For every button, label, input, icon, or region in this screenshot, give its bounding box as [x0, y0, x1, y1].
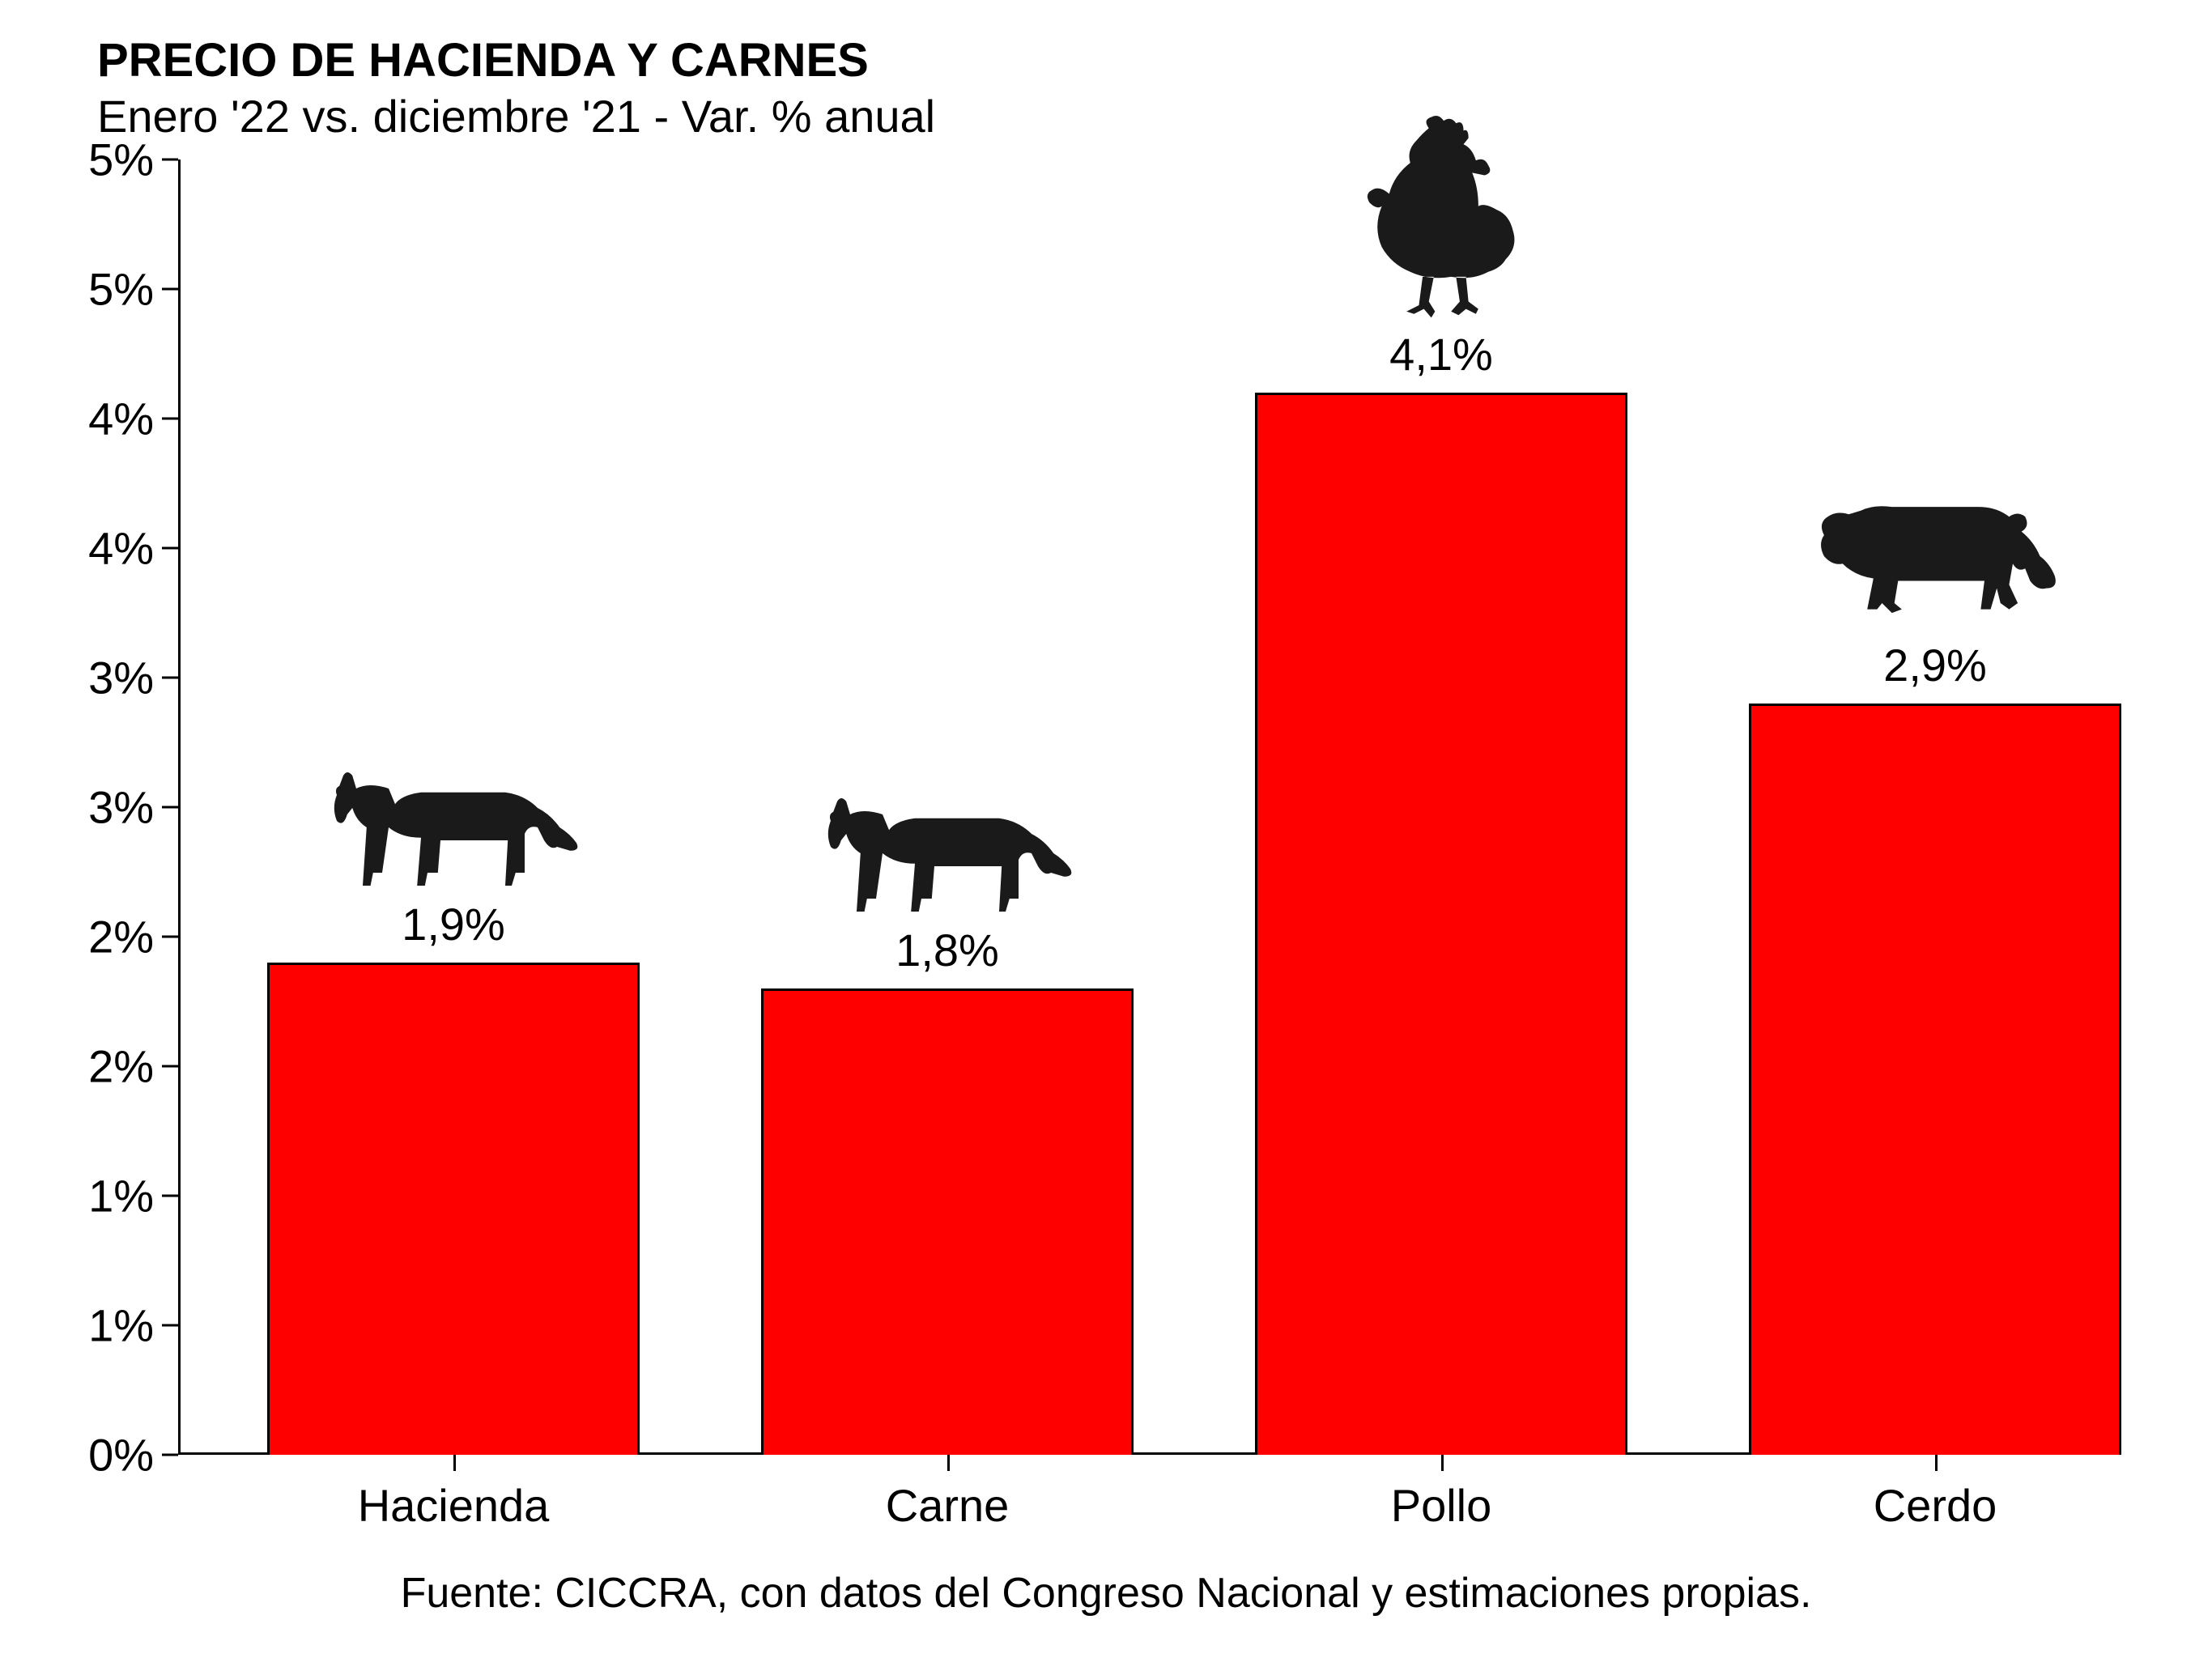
y-tick: 5% [49, 262, 170, 315]
x-tick-mark [1935, 1455, 1938, 1471]
y-tick-mark [162, 1065, 178, 1067]
pig-icon [1749, 473, 2121, 635]
y-tick-mark [162, 676, 178, 678]
y-tick-mark [162, 417, 178, 419]
y-tick-label: 0% [88, 1428, 170, 1481]
chart-footer: Fuente: CICCRA, con datos del Congreso N… [0, 1569, 2212, 1618]
y-tick: 3% [49, 780, 170, 833]
cow-icon [761, 774, 1134, 920]
y-tick: 2% [49, 1039, 170, 1092]
bars-area: 1,9% 1,8% 4,1% 2,9% [178, 159, 2121, 1455]
y-tick-label: 4% [88, 392, 170, 444]
y-tick-mark [162, 935, 178, 937]
y-tick: 2% [49, 910, 170, 963]
y-tick-mark [162, 806, 178, 808]
y-tick-label: 3% [88, 780, 170, 833]
x-tick-mark [947, 1455, 950, 1471]
chart-container: PRECIO DE HACIENDA Y CARNES Enero '22 vs… [0, 0, 2212, 1658]
y-tick: 4% [49, 392, 170, 444]
y-tick: 4% [49, 521, 170, 574]
y-tick: 1% [49, 1169, 170, 1222]
y-tick-label: 1% [88, 1299, 170, 1351]
y-tick-label: 2% [88, 910, 170, 963]
chart-title: PRECIO DE HACIENDA Y CARNES [97, 32, 2147, 89]
y-tick: 3% [49, 651, 170, 704]
y-tick-mark [162, 287, 178, 290]
y-tick-label: 4% [88, 521, 170, 574]
y-tick-label: 5% [88, 262, 170, 315]
y-tick-label: 2% [88, 1039, 170, 1092]
y-tick-label: 3% [88, 651, 170, 704]
bar-value-label: 2,9% [1749, 639, 2121, 691]
cow-icon [267, 748, 640, 894]
y-tick-mark [162, 1324, 178, 1326]
y-tick-mark [162, 546, 178, 549]
chicken-icon [1255, 113, 1627, 324]
y-tick: 5% [49, 133, 170, 185]
bar [761, 988, 1134, 1455]
y-tick: 0% [49, 1428, 170, 1481]
y-axis: 0%1%1%2%2%3%3%4%4%5%5% [49, 159, 170, 1455]
bar-value-label: 4,1% [1255, 328, 1627, 380]
bar-value-label: 1,9% [267, 898, 640, 950]
x-axis-label: Carne [761, 1479, 1134, 1532]
y-tick-label: 1% [88, 1169, 170, 1222]
chart-subtitle: Enero '22 vs. diciembre '21 - Var. % anu… [97, 89, 2147, 143]
y-tick-mark [162, 1453, 178, 1456]
x-axis-label: Hacienda [267, 1479, 640, 1532]
x-axis-label: Cerdo [1749, 1479, 2121, 1532]
x-tick-mark [453, 1455, 456, 1471]
y-tick-mark [162, 1194, 178, 1197]
x-axis-label: Pollo [1255, 1479, 1627, 1532]
y-tick-label: 5% [88, 133, 170, 185]
bar [1749, 704, 2121, 1455]
y-tick: 1% [49, 1299, 170, 1351]
bar [267, 963, 640, 1455]
x-tick-mark [1441, 1455, 1444, 1471]
plot-area: 0%1%1%2%2%3%3%4%4%5%5% 1,9%1,8%4,1%2,9% … [178, 159, 2121, 1455]
bar [1255, 393, 1627, 1455]
bar-value-label: 1,8% [761, 924, 1134, 976]
title-block: PRECIO DE HACIENDA Y CARNES Enero '22 vs… [97, 32, 2147, 143]
y-tick-mark [162, 158, 178, 160]
